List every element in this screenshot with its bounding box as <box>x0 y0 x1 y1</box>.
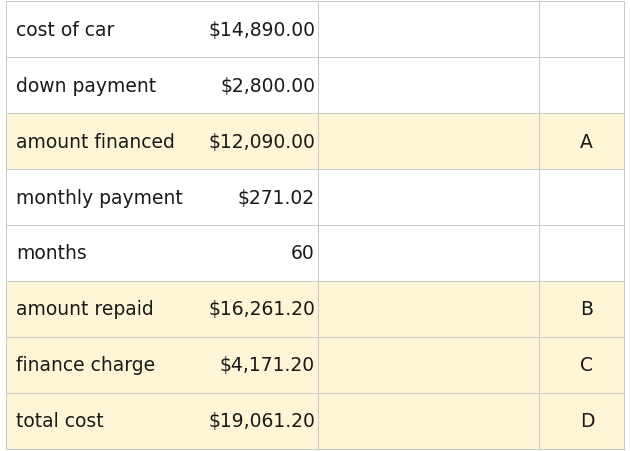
Text: B: B <box>580 300 593 319</box>
Bar <box>6 226 624 281</box>
Bar <box>6 337 624 393</box>
Text: months: months <box>16 244 86 263</box>
Bar <box>6 58 624 114</box>
Text: D: D <box>580 411 595 430</box>
Text: $271.02: $271.02 <box>238 188 315 207</box>
Bar <box>6 2 624 58</box>
Text: down payment: down payment <box>16 77 156 96</box>
Bar <box>6 393 624 449</box>
Bar <box>6 281 624 337</box>
Text: A: A <box>580 132 593 151</box>
Text: $2,800.00: $2,800.00 <box>220 77 315 96</box>
Text: total cost: total cost <box>16 411 103 430</box>
Text: C: C <box>580 355 593 374</box>
Text: amount repaid: amount repaid <box>16 300 154 319</box>
Text: $14,890.00: $14,890.00 <box>208 21 315 40</box>
Text: $12,090.00: $12,090.00 <box>208 132 315 151</box>
Text: monthly payment: monthly payment <box>16 188 183 207</box>
Bar <box>6 170 624 226</box>
Text: finance charge: finance charge <box>16 355 155 374</box>
Text: $16,261.20: $16,261.20 <box>208 300 315 319</box>
Text: cost of car: cost of car <box>16 21 114 40</box>
Text: amount financed: amount financed <box>16 132 175 151</box>
Text: $19,061.20: $19,061.20 <box>208 411 315 430</box>
Text: $4,171.20: $4,171.20 <box>220 355 315 374</box>
Bar <box>6 114 624 170</box>
Text: 60: 60 <box>291 244 315 263</box>
